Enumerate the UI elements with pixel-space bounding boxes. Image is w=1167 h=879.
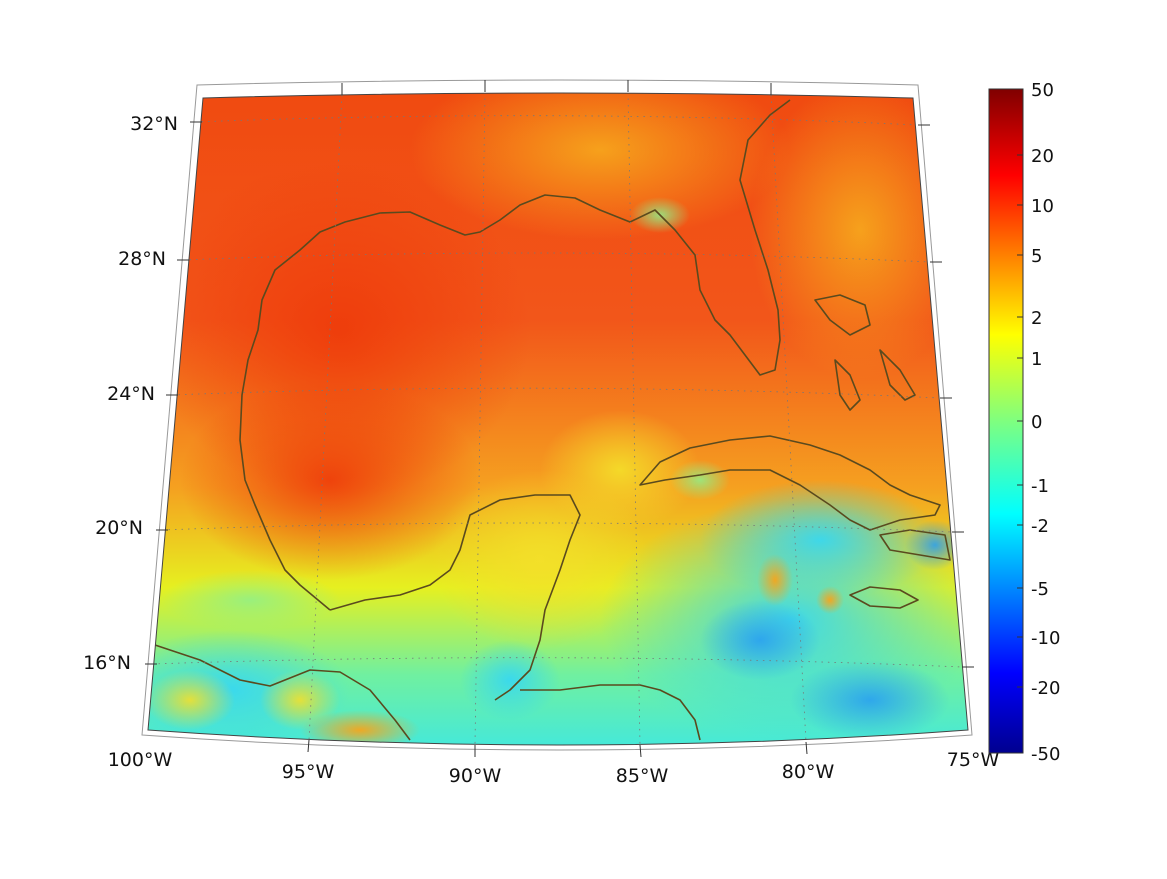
field-patch [816, 586, 844, 614]
colorbar-label: -50 [1031, 744, 1060, 765]
field-patch [750, 93, 968, 380]
field-patch [260, 670, 340, 730]
colorbar-label: 10 [1031, 196, 1054, 217]
colorbar-label: 5 [1031, 246, 1042, 267]
colorbar-label: -20 [1031, 678, 1060, 699]
field-patch [700, 600, 820, 680]
graticule [151, 93, 963, 745]
field-patch [790, 660, 950, 740]
lon-label-100w: 100°W [108, 749, 173, 771]
parallel-16n [151, 657, 963, 668]
field-patch [180, 380, 480, 580]
map-frame [141, 79, 974, 758]
pacific-coast [154, 644, 411, 741]
colorbar-label: 0 [1031, 412, 1042, 433]
lat-labels: 32°N 28°N 24°N 20°N 16°N [83, 113, 178, 674]
field-patch [670, 460, 730, 500]
bahamas-coast [814, 294, 916, 411]
lon-labels: 100°W 95°W 90°W 85°W 80°W 75°W [108, 749, 1000, 787]
lon-label-90w: 90°W [449, 765, 502, 787]
lon-label-75w: 75°W [947, 749, 1000, 771]
cuba-coast [639, 435, 941, 531]
colorbar-label: -1 [1031, 476, 1049, 497]
parallel-24n [171, 387, 941, 399]
yucatan-coast [329, 494, 581, 701]
field-patch [160, 570, 340, 630]
colorbar-label: 2 [1031, 308, 1042, 329]
lat-label-24n: 24°N [107, 383, 155, 405]
parallel-20n [161, 522, 953, 533]
field-patch [460, 640, 560, 720]
colorbar-label: 1 [1031, 349, 1042, 370]
colorbar-label: 20 [1031, 146, 1054, 167]
central-america-coast [520, 684, 701, 741]
lat-label-16n: 16°N [83, 652, 131, 674]
colorbar-ticks [1017, 154, 1023, 688]
lat-label-32n: 32°N [130, 113, 178, 135]
gulf-coast-mexico-usa [239, 99, 791, 611]
field-patch [757, 554, 793, 606]
frame-outline [147, 92, 969, 746]
lat-label-20n: 20°N [95, 517, 143, 539]
field-patch [148, 670, 235, 730]
colorbar-label: 50 [1031, 80, 1054, 101]
colorbar-labels: 50 20 10 5 2 1 0 -1 -2 -5 -10 -20 -50 [1031, 80, 1060, 765]
frame-ticks [145, 80, 974, 758]
colorbar-label: -10 [1031, 628, 1060, 649]
colorbar-label: -2 [1031, 516, 1049, 537]
lon-label-80w: 80°W [782, 761, 835, 783]
lon-label-95w: 95°W [282, 761, 335, 783]
colorbar: 50 20 10 5 2 1 0 -1 -2 -5 -10 -20 -50 [988, 80, 1060, 765]
field-patch [410, 93, 790, 240]
map-field [148, 93, 968, 745]
coastlines [154, 99, 951, 741]
colorbar-label: -5 [1031, 579, 1049, 600]
frame-outer [141, 79, 973, 751]
meridian-80w [770, 94, 807, 743]
lat-label-28n: 28°N [118, 248, 166, 270]
field-patch [540, 410, 700, 530]
jamaica-coast [849, 586, 919, 609]
lon-label-85w: 85°W [616, 765, 669, 787]
